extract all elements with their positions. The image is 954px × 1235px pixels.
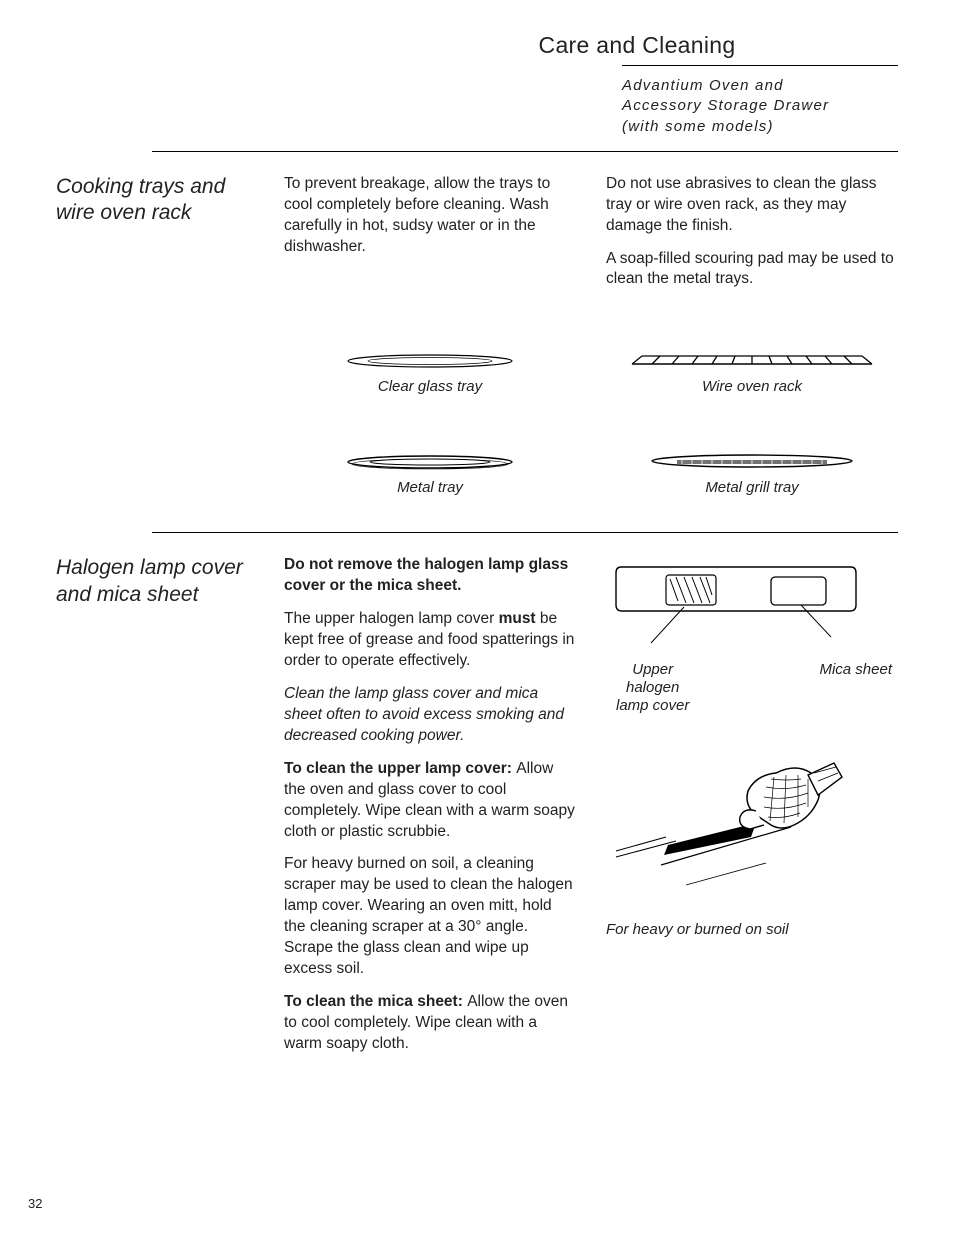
side-heading-halogen: Halogen lamp cover and mica sheet	[56, 555, 284, 1066]
section-halogen: Halogen lamp cover and mica sheet Do not…	[56, 555, 898, 1066]
page-number: 32	[28, 1196, 42, 1211]
trays-left-p1: To prevent breakage, allow the trays to …	[284, 174, 576, 258]
halogen-p5: For heavy burned on soil, a cleaning scr…	[284, 854, 576, 980]
halogen-p4: To clean the upper lamp cover: Allow the…	[284, 759, 576, 843]
oven-mitt-diagram: For heavy or burned on soil	[606, 755, 898, 940]
oven-top-diagram: Upper halogen lamp cover Mica sheet	[606, 555, 898, 715]
subtitle-line2: Accessory Storage Drawer	[622, 97, 829, 114]
halogen-p6: To clean the mica sheet: Allow the oven …	[284, 992, 576, 1055]
metal-grill-tray-icon	[647, 451, 857, 473]
trays-right-p2: A soap-filled scouring pad may be used t…	[606, 249, 898, 291]
halogen-p3: Clean the lamp glass cover and mica shee…	[284, 684, 576, 747]
halogen-warning: Do not remove the halogen lamp glass cov…	[284, 555, 576, 597]
mid-rule	[152, 532, 898, 533]
side-heading-trays: Cooking trays and wire oven rack	[56, 174, 284, 505]
tray-illustration-row-2: Metal tray Metal grill tray	[284, 451, 898, 496]
subtitle-line1: Advantium Oven and	[622, 77, 784, 94]
subtitle-line3: (with some models)	[622, 118, 774, 135]
caption-mitt: For heavy or burned on soil	[606, 920, 898, 940]
page-subtitle: Advantium Oven and Accessory Storage Dra…	[622, 76, 898, 137]
caption-wire-rack: Wire oven rack	[606, 378, 898, 395]
page-title: Care and Cleaning	[376, 32, 898, 59]
label-upper-halogen-cover: Upper halogen lamp cover	[616, 661, 689, 715]
tray-illustration-row-1: Clear glass tray Wire oven rack	[284, 350, 898, 395]
label-mica-sheet: Mica sheet	[819, 661, 892, 715]
clear-glass-tray-icon	[345, 350, 515, 372]
halogen-p2: The upper halogen lamp cover must be kep…	[284, 609, 576, 672]
metal-tray-icon	[345, 451, 515, 473]
caption-glass-tray: Clear glass tray	[284, 378, 576, 395]
trays-right-p1: Do not use abrasives to clean the glass …	[606, 174, 898, 237]
subtitle-rule	[622, 65, 898, 66]
caption-metal-grill-tray: Metal grill tray	[606, 479, 898, 496]
caption-metal-tray: Metal tray	[284, 479, 576, 496]
wire-oven-rack-icon	[627, 350, 877, 372]
section-cooking-trays: Cooking trays and wire oven rack To prev…	[56, 174, 898, 505]
header-rule	[152, 151, 898, 152]
